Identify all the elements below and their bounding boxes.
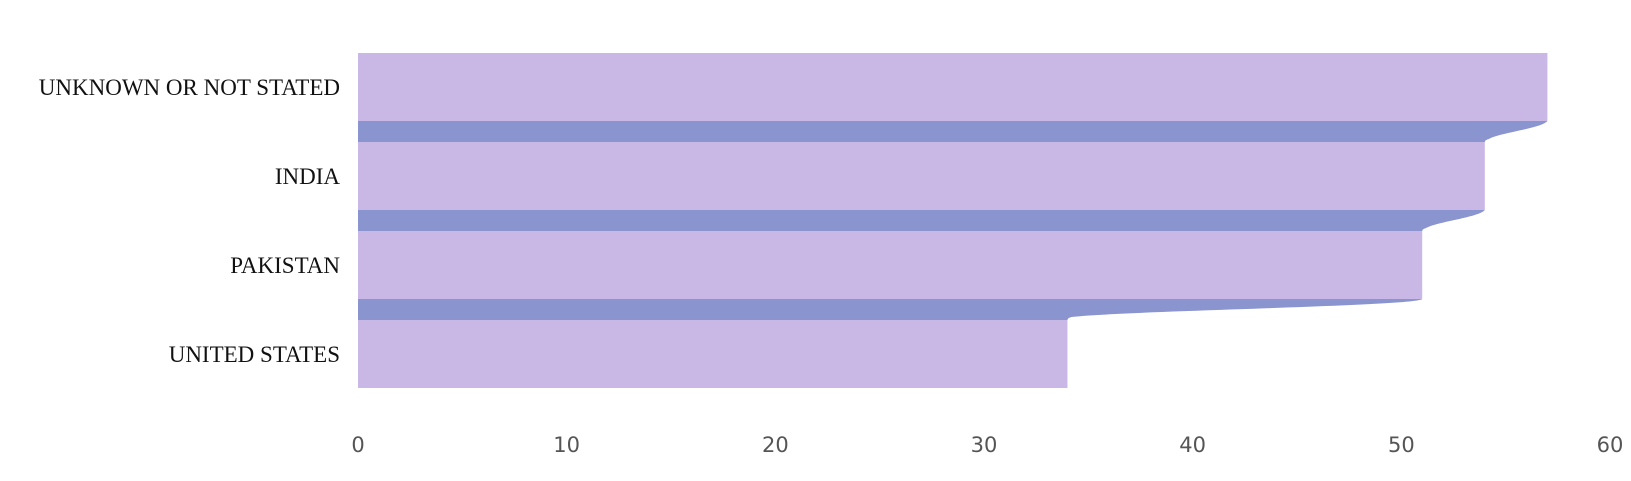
x-tick-label-3: 30	[971, 433, 998, 457]
connector-1	[358, 210, 1485, 231]
category-label-1: INDIA	[275, 164, 341, 189]
x-axis-ticks: 0 10 20 30 40 50 60	[351, 433, 1623, 457]
x-tick-label-5: 50	[1388, 433, 1415, 457]
bar-0[interactable]	[358, 53, 1548, 121]
category-label-0: UNKNOWN OR NOT STATED	[39, 75, 340, 100]
category-label-3: UNITED STATES	[169, 342, 340, 367]
x-tick-label-1: 10	[553, 433, 580, 457]
x-tick-label-4: 40	[1179, 433, 1206, 457]
x-tick-label-6: 60	[1597, 433, 1624, 457]
category-labels: UNKNOWN OR NOT STATED INDIA PAKISTAN UNITED…	[39, 75, 341, 367]
category-label-2: PAKISTAN	[230, 253, 340, 278]
bar-3[interactable]	[358, 320, 1068, 388]
connector-2	[358, 299, 1423, 320]
x-tick-label-2: 20	[762, 433, 789, 457]
x-tick-label-0: 0	[351, 433, 364, 457]
bar-2[interactable]	[358, 231, 1423, 299]
bars-layer	[358, 53, 1548, 388]
connectors-layer	[358, 121, 1548, 320]
bar-1[interactable]	[358, 142, 1485, 210]
connector-0	[358, 121, 1548, 142]
